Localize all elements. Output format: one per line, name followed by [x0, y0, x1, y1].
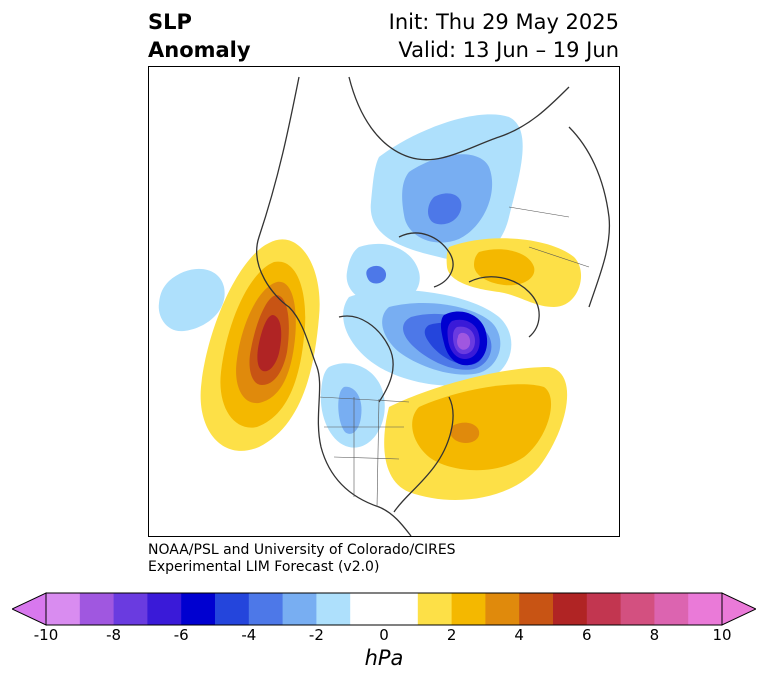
forecast-dates: Init: Thu 29 May 2025 Valid: 13 Jun – 19… — [389, 8, 619, 64]
colorbar-tick-label: 6 — [582, 626, 592, 644]
colorbar-tick-label: -8 — [106, 626, 122, 644]
credit-line-2: Experimental LIM Forecast (v2.0) — [148, 559, 380, 575]
chart-title: SLP Anomaly — [148, 8, 251, 64]
colorbar-cell — [282, 593, 317, 625]
contour-neg-3 — [428, 193, 462, 225]
colorbar-tick-label: -2 — [308, 626, 324, 644]
colorbar-cell — [519, 593, 554, 625]
colorbar-extend-min — [12, 592, 47, 626]
colorbar-tick-label: 4 — [514, 626, 524, 644]
colorbar-tick-label: -4 — [241, 626, 257, 644]
colorbar-cell — [215, 593, 250, 625]
colorbar-tick-label: 2 — [446, 626, 457, 644]
coastlines — [256, 76, 611, 536]
colorbar-unit: hPa — [364, 646, 404, 670]
aleutian-low-anomaly — [158, 268, 225, 332]
colorbar-tick-label: -6 — [173, 626, 189, 644]
colorbar-cell — [113, 593, 148, 625]
colorbar-cell — [485, 593, 520, 625]
contour-pos-at-3 — [450, 422, 480, 443]
colorbar-cell — [688, 593, 723, 625]
atlantic-high-anomaly — [384, 367, 568, 500]
colorbar-tick-label: 0 — [379, 626, 389, 644]
colorbar-cell — [147, 593, 182, 625]
colorbar-cell — [654, 593, 689, 625]
title-line-2: Anomaly — [148, 38, 251, 62]
init-date: Init: Thu 29 May 2025 — [388, 10, 619, 34]
anomaly-map — [158, 76, 611, 536]
contour-pos-5 — [257, 315, 282, 372]
map-panel — [148, 66, 620, 537]
colorbar — [12, 592, 756, 626]
siberia-low-anomaly — [370, 114, 523, 261]
contour-neg-a8 — [457, 332, 471, 350]
colorbar-cell — [181, 593, 216, 625]
colorbar-cell — [553, 593, 588, 625]
europe-high-anomaly — [446, 238, 582, 307]
colorbar-outline — [45, 592, 723, 626]
colorbar-cell — [384, 593, 419, 625]
colorbar-cells — [46, 593, 723, 625]
colorbar-extend-max — [721, 592, 756, 626]
atlantic-low-anomaly — [343, 289, 512, 386]
colorbar-cell — [620, 593, 655, 625]
credit-line-1: NOAA/PSL and University of Colorado/CIRE… — [148, 542, 456, 558]
colorbar-cell — [46, 593, 81, 625]
arctic-low-core — [366, 265, 387, 284]
credit: NOAA/PSL and University of Colorado/CIRE… — [148, 542, 456, 576]
colorbar-tick-label: 10 — [712, 626, 732, 644]
colorbar-cell — [350, 593, 385, 625]
political-boundaries — [318, 206, 590, 508]
title-line-1: SLP — [148, 10, 192, 34]
colorbar-cell — [451, 593, 486, 625]
colorbar-cell — [316, 593, 351, 625]
colorbar-tick-label: 8 — [649, 626, 660, 644]
colorbar-ticks: -10 -8 -6 -4 -2 0 2 4 6 8 10 — [0, 626, 768, 646]
colorbar-cell — [79, 593, 115, 625]
colorbar-tick-label: -10 — [33, 626, 59, 644]
contour-pos-at-2 — [412, 384, 552, 471]
colorbar-cell — [586, 593, 622, 625]
colorbar-cell — [248, 593, 284, 625]
valid-range: Valid: 13 Jun – 19 Jun — [398, 38, 619, 62]
colorbar-cell — [417, 593, 453, 625]
